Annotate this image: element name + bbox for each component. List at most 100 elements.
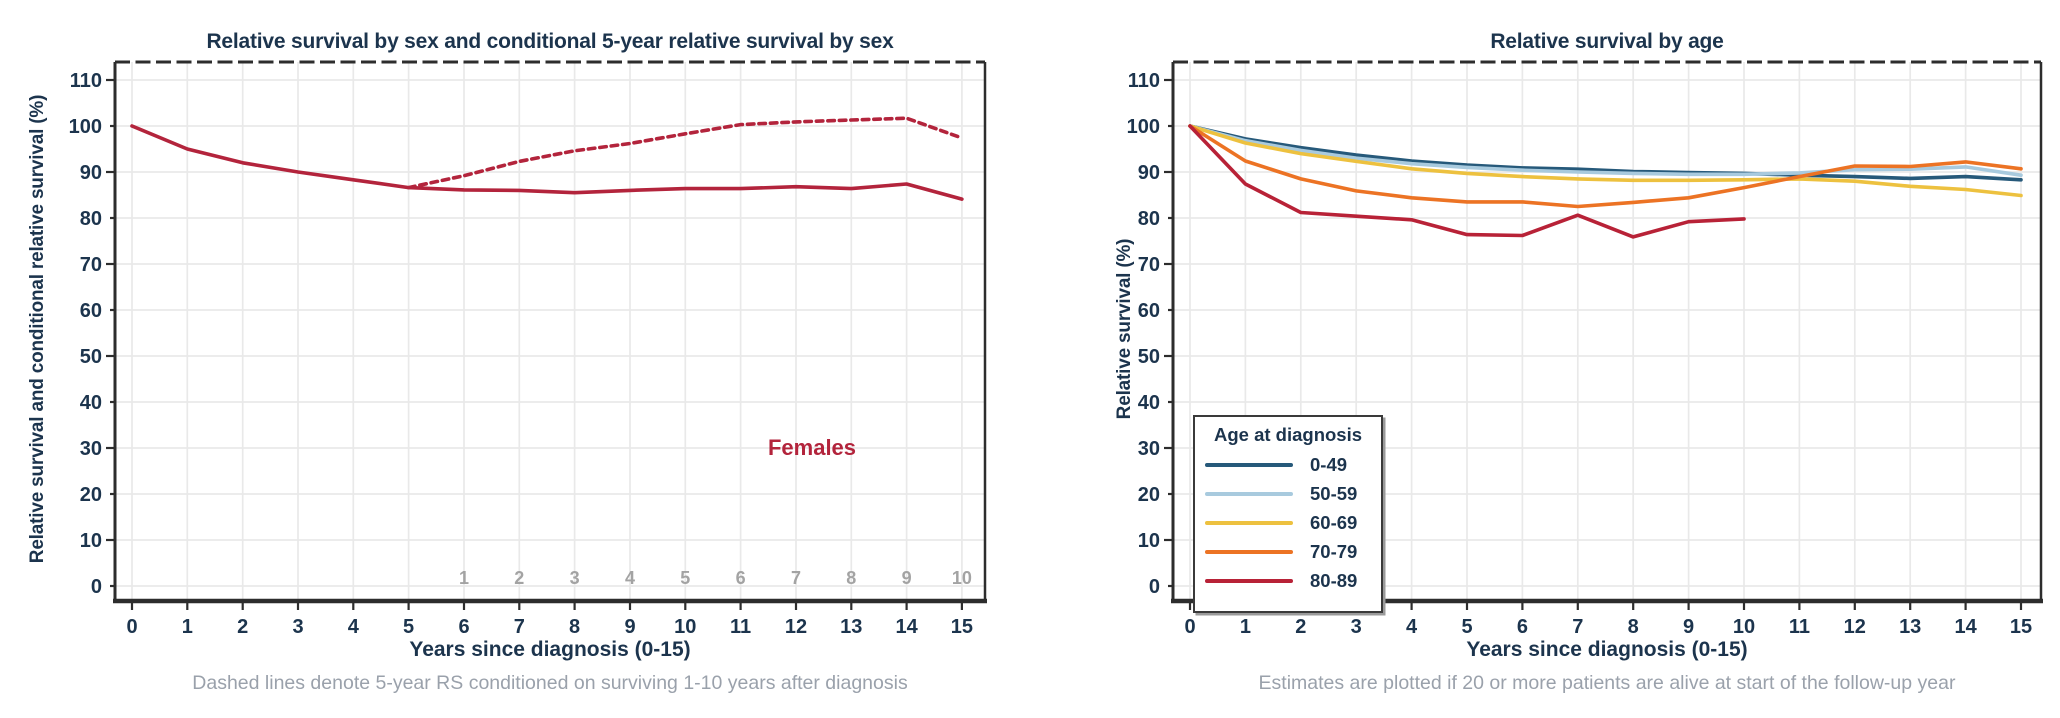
secondary-axis-label: 2: [514, 568, 524, 588]
x-tick-label: 8: [1628, 616, 1639, 638]
x-tick-label: 15: [951, 616, 973, 638]
series-line-70-79: [1188, 124, 2023, 209]
y-tick-label: 20: [80, 484, 102, 506]
secondary-axis-label: 8: [846, 568, 856, 588]
left-chart-title: Relative survival by sex and conditional…: [206, 30, 894, 53]
left-chart-x-axis-label: Years since diagnosis (0-15): [409, 638, 691, 661]
age-legend: Age at diagnosis 0-49 50-59 60-69 70-79 …: [1193, 415, 1383, 613]
legend-item-60-69: 60-69: [1195, 508, 1381, 537]
x-tick-label: 11: [730, 616, 751, 638]
secondary-axis-label: 9: [902, 568, 912, 588]
y-tick-label: 80: [1138, 208, 1160, 230]
legend-label: 70-79: [1310, 540, 1358, 562]
secondary-axis-label: 4: [625, 568, 635, 588]
x-tick-label: 0: [126, 616, 137, 638]
legend-line-swatch-60-69-icon: [1205, 520, 1293, 525]
legend-item-70-79: 70-79: [1195, 537, 1381, 566]
legend-line-swatch-70-79-icon: [1205, 549, 1293, 554]
x-tick-label: 7: [1572, 616, 1583, 638]
x-tick-label: 12: [1844, 616, 1866, 638]
legend-item-50-59: 50-59: [1195, 479, 1381, 508]
series-line-females-relative-survival: [130, 124, 964, 201]
right-chart-y-axis-label: Relative survival (%): [1114, 238, 1135, 420]
x-tick-label: 7: [514, 616, 525, 638]
y-tick-label: 80: [80, 208, 102, 230]
legend-item-80-89: 80-89: [1195, 566, 1381, 595]
x-tick-label: 1: [1240, 616, 1251, 638]
left-chart-plot-area: 0 1 2 3 4 5 6 7 8 9 10 11 12 13 14 15010203040506070809…: [69, 60, 987, 638]
secondary-axis-label: 1: [459, 568, 469, 588]
x-tick-label: 8: [569, 616, 580, 638]
left-chart-y-axis-label: Relative survival and conditional relati…: [27, 94, 48, 564]
right-chart-plot-area: 0 1 2 3 4 5 6 7 8 9 10 11 12 13 14 15010203040506070809…: [1127, 60, 2043, 638]
x-tick-label: 0: [1184, 616, 1195, 638]
x-tick-label: 1: [182, 616, 193, 638]
legend-title: Age at diagnosis: [1213, 424, 1363, 445]
x-tick-label: 4: [1406, 616, 1418, 638]
secondary-axis-label: 6: [736, 568, 746, 588]
secondary-axis-label: 5: [680, 568, 690, 588]
secondary-axis-label: 7: [791, 568, 801, 588]
x-tick-label: 5: [1461, 616, 1472, 638]
secondary-axis-label: 10: [952, 568, 972, 588]
y-tick-label: 70: [80, 254, 102, 276]
x-tick-label: 15: [2010, 616, 2032, 638]
females-annotation: Females: [767, 435, 857, 460]
x-tick-label: 2: [1295, 616, 1306, 638]
legend-line-swatch-50-59-icon: [1205, 491, 1293, 496]
x-tick-label: 5: [403, 616, 414, 638]
y-tick-label: 60: [80, 300, 102, 322]
x-tick-label: 9: [624, 616, 635, 638]
x-tick-label: 11: [1789, 616, 1810, 638]
secondary-axis-label: 3: [570, 568, 580, 588]
legend-line-swatch-0-49-icon: [1205, 462, 1293, 467]
x-tick-label: 9: [1683, 616, 1694, 638]
legend-label: 50-59: [1310, 482, 1358, 504]
x-tick-label: 6: [458, 616, 469, 638]
x-tick-label: 13: [1899, 616, 1921, 638]
x-tick-label: 4: [348, 616, 360, 638]
legend-label: 60-69: [1310, 511, 1358, 533]
x-tick-label: 3: [1351, 616, 1362, 638]
x-tick-label: 13: [840, 616, 862, 638]
y-tick-label: 40: [1138, 392, 1160, 414]
y-tick-label: 50: [1138, 346, 1160, 368]
x-tick-label: 12: [785, 616, 807, 638]
right-chart-x-axis-label: Years since diagnosis (0-15): [1466, 638, 1748, 661]
y-tick-label: 50: [80, 346, 102, 368]
series-line-50-59: [1188, 124, 2023, 177]
y-tick-label: 20: [1138, 484, 1160, 506]
series-line-0-49: [1188, 124, 2023, 182]
x-tick-label: 3: [292, 616, 303, 638]
legend-label: 80-89: [1310, 569, 1358, 591]
y-tick-label: 110: [70, 70, 102, 92]
y-tick-label: 70: [1138, 254, 1160, 276]
y-tick-label: 40: [80, 392, 102, 414]
series-line-80-89: [1188, 124, 1746, 239]
y-tick-label: 0: [1149, 576, 1160, 598]
right-chart-panel: 0 1 2 3 4 5 6 7 8 9 10 11 12 13 14 15 0 10 20 30 40 50 60 70 80 9…: [1030, 0, 2060, 718]
y-tick-label: 30: [80, 438, 102, 460]
legend-label: 0-49: [1310, 453, 1348, 475]
right-chart-caption: Estimates are plotted if 20 or more pati…: [1258, 672, 1956, 694]
x-tick-label: 10: [1733, 616, 1755, 638]
y-tick-label: 10: [1138, 530, 1160, 552]
legend-line-swatch-80-89-icon: [1205, 578, 1293, 583]
left-chart-panel: 0 1 2 3 4 5 6 7 8 9 10 11 12 13 14 15 0 10 20 30 40 50 60 70 80 9…: [27, 30, 987, 694]
x-tick-label: 2: [237, 616, 248, 638]
y-tick-label: 100: [1127, 116, 1160, 138]
y-tick-label: 10: [80, 530, 102, 552]
left-chart-caption: Dashed lines denote 5-year RS conditione…: [192, 672, 908, 694]
y-tick-label: 30: [1138, 438, 1160, 460]
legend-item-0-49: 0-49: [1195, 450, 1381, 479]
y-tick-label: 90: [1138, 162, 1160, 184]
series-line-60-69: [1188, 124, 2023, 198]
right-chart-title: Relative survival by age: [1490, 30, 1724, 53]
x-tick-label: 14: [895, 616, 918, 638]
y-tick-label: 90: [80, 162, 102, 184]
y-tick-label: 110: [1128, 70, 1160, 92]
x-tick-label: 14: [1954, 616, 1977, 638]
x-tick-label: 6: [1517, 616, 1528, 638]
y-tick-label: 60: [1138, 300, 1160, 322]
y-tick-label: 0: [91, 576, 102, 598]
